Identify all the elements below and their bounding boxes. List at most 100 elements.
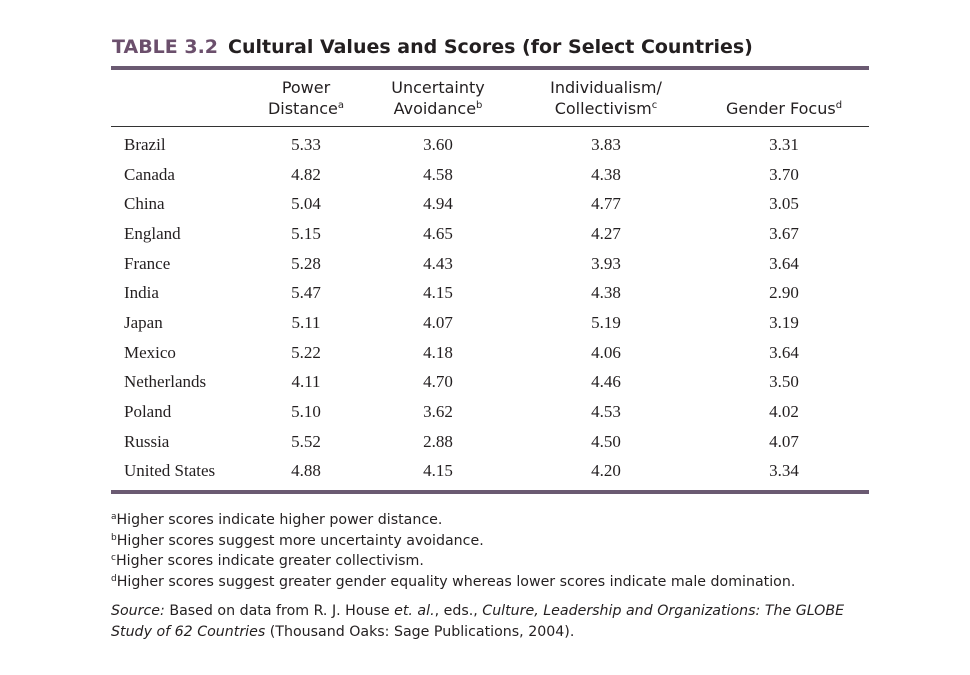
individualism-collectivism-cell: 4.38 — [591, 283, 621, 303]
country-cell: England — [124, 223, 181, 243]
individualism-collectivism-cell: 4.77 — [591, 194, 621, 214]
uncertainty-avoidance-cell: 4.15 — [423, 461, 453, 481]
individualism-collectivism-cell: 4.38 — [591, 164, 621, 184]
country-cell: Poland — [124, 401, 172, 421]
power-distance-cell: 5.33 — [291, 135, 321, 154]
uncertainty-avoidance-cell: 2.88 — [423, 431, 453, 451]
gender-focus-cell: 3.70 — [769, 164, 799, 184]
individualism-collectivism-cell: 4.06 — [591, 342, 621, 362]
footnote-text: Higher scores indicate greater collectiv… — [115, 553, 424, 569]
footnote-mark: c — [111, 553, 116, 563]
column-header-line1: Power — [281, 78, 331, 97]
source-text: , eds., — [434, 603, 483, 619]
table-row: France 5.28 4.43 3.93 3.64 — [0, 254, 970, 284]
source-book-title: Culture, Leadership and Organizations: T… — [111, 603, 845, 640]
column-header-line2: Avoidance — [393, 99, 477, 118]
uncertainty-avoidance-cell: 4.70 — [423, 372, 453, 392]
column-header-note: b — [476, 100, 483, 111]
footnote-mark: b — [111, 532, 117, 543]
power-distance-cell: 5.47 — [291, 283, 321, 303]
country-cell: Mexico — [124, 342, 176, 362]
country-cell: Netherlands — [124, 372, 207, 392]
source-text: Based on data from R. J. House — [164, 603, 395, 619]
uncertainty-avoidance-cell: 4.65 — [423, 223, 453, 243]
table-row: Canada 4.82 4.58 4.38 3.70 — [0, 165, 970, 195]
individualism-collectivism-cell: 4.46 — [591, 372, 621, 392]
column-header-note: c — [651, 100, 658, 111]
power-distance-cell: 5.04 — [291, 194, 321, 214]
column-header-line1: Individualism/ — [550, 78, 662, 97]
gender-focus-cell: 2.90 — [769, 283, 799, 303]
country-cell: Japan — [124, 312, 163, 332]
footnotes: aHigher scores indicate higher power dis… — [111, 510, 795, 592]
table-row: Russia 5.52 2.88 4.50 4.07 — [0, 432, 970, 462]
table-row: Mexico 5.22 4.18 4.06 3.64 — [0, 343, 970, 373]
gender-focus-cell: 3.05 — [769, 194, 799, 214]
column-header-individualism-collectivism: Individualism/ Collectivismc — [531, 77, 681, 119]
footnote-d: dHigher scores suggest greater gender eq… — [111, 572, 795, 593]
country-cell: United States — [124, 461, 216, 481]
table-row: England 5.15 4.65 4.27 3.67 — [0, 224, 970, 254]
column-header-line1: Uncertainty — [391, 78, 485, 97]
uncertainty-avoidance-cell: 4.18 — [423, 342, 453, 362]
uncertainty-avoidance-cell: 3.62 — [423, 401, 453, 421]
power-distance-cell: 5.15 — [291, 223, 321, 243]
source-etal: et. al. — [394, 603, 435, 619]
column-header-uncertainty-avoidance: Uncertainty Avoidanceb — [373, 77, 503, 119]
footnote-mark: d — [111, 573, 117, 584]
table-title: TABLE 3.2 Cultural Values and Scores (for… — [112, 36, 753, 58]
gender-focus-cell: 3.31 — [769, 135, 799, 154]
individualism-collectivism-cell: 3.83 — [591, 135, 621, 154]
individualism-collectivism-cell: 5.19 — [591, 312, 621, 332]
bottom-rule — [111, 490, 869, 494]
power-distance-cell: 5.52 — [291, 431, 321, 451]
table-row: Japan 5.11 4.07 5.19 3.19 — [0, 313, 970, 343]
uncertainty-avoidance-cell: 4.58 — [423, 164, 453, 184]
table-row: Netherlands 4.11 4.70 4.46 3.50 — [0, 372, 970, 402]
country-cell: China — [124, 194, 165, 214]
power-distance-cell: 5.22 — [291, 342, 321, 362]
country-cell: France — [124, 253, 171, 273]
gender-focus-cell: 3.67 — [769, 223, 799, 243]
gender-focus-cell: 3.34 — [769, 461, 799, 481]
column-header-line1 — [709, 77, 859, 98]
individualism-collectivism-cell: 4.27 — [591, 223, 621, 243]
gender-focus-cell: 4.02 — [769, 401, 799, 421]
uncertainty-avoidance-cell: 3.60 — [423, 135, 453, 154]
gender-focus-cell: 3.64 — [769, 342, 799, 362]
source-label: Source: — [111, 603, 165, 619]
power-distance-cell: 4.88 — [291, 461, 321, 481]
footnote-c: cHigher scores indicate greater collecti… — [111, 551, 795, 572]
source-citation: Source: Based on data from R. J. House e… — [111, 601, 871, 643]
power-distance-cell: 5.11 — [291, 312, 321, 332]
source-text: (Thousand Oaks: Sage Publications, 2004)… — [265, 624, 575, 640]
table-row: United States 4.88 4.15 4.20 3.34 — [0, 461, 970, 491]
uncertainty-avoidance-cell: 4.15 — [423, 283, 453, 303]
individualism-collectivism-cell: 4.50 — [591, 431, 621, 451]
table-row: India 5.47 4.15 4.38 2.90 — [0, 283, 970, 313]
footnote-text: Higher scores suggest more uncertainty a… — [116, 532, 484, 549]
gender-focus-cell: 3.19 — [769, 312, 799, 332]
column-header-power-distance: Power Distancea — [246, 77, 366, 119]
footnote-text: Higher scores indicate higher power dist… — [116, 512, 443, 528]
country-cell: Brazil — [124, 135, 166, 154]
column-header-line2: Collectivism — [554, 99, 652, 118]
column-header-line2: Distance — [267, 99, 338, 118]
power-distance-cell: 4.11 — [291, 372, 321, 392]
column-header-note: a — [337, 100, 345, 111]
uncertainty-avoidance-cell: 4.07 — [423, 312, 453, 332]
table-row: Poland 5.10 3.62 4.53 4.02 — [0, 402, 970, 432]
individualism-collectivism-cell: 3.93 — [591, 253, 621, 273]
power-distance-cell: 5.10 — [291, 401, 321, 421]
uncertainty-avoidance-cell: 4.94 — [423, 194, 453, 214]
table-row: China 5.04 4.94 4.77 3.05 — [0, 194, 970, 224]
gender-focus-cell: 3.64 — [769, 253, 799, 273]
top-rule — [111, 66, 869, 70]
country-cell: Canada — [124, 164, 175, 184]
table-row: Brazil 5.33 3.60 3.83 3.31 — [0, 135, 970, 165]
power-distance-cell: 4.82 — [291, 164, 321, 184]
individualism-collectivism-cell: 4.20 — [591, 461, 621, 481]
footnote-text: Higher scores suggest greater gender equ… — [116, 573, 796, 590]
footnote-b: bHigher scores suggest more uncertainty … — [111, 531, 795, 552]
column-header-line2: Gender Focus — [725, 99, 836, 118]
